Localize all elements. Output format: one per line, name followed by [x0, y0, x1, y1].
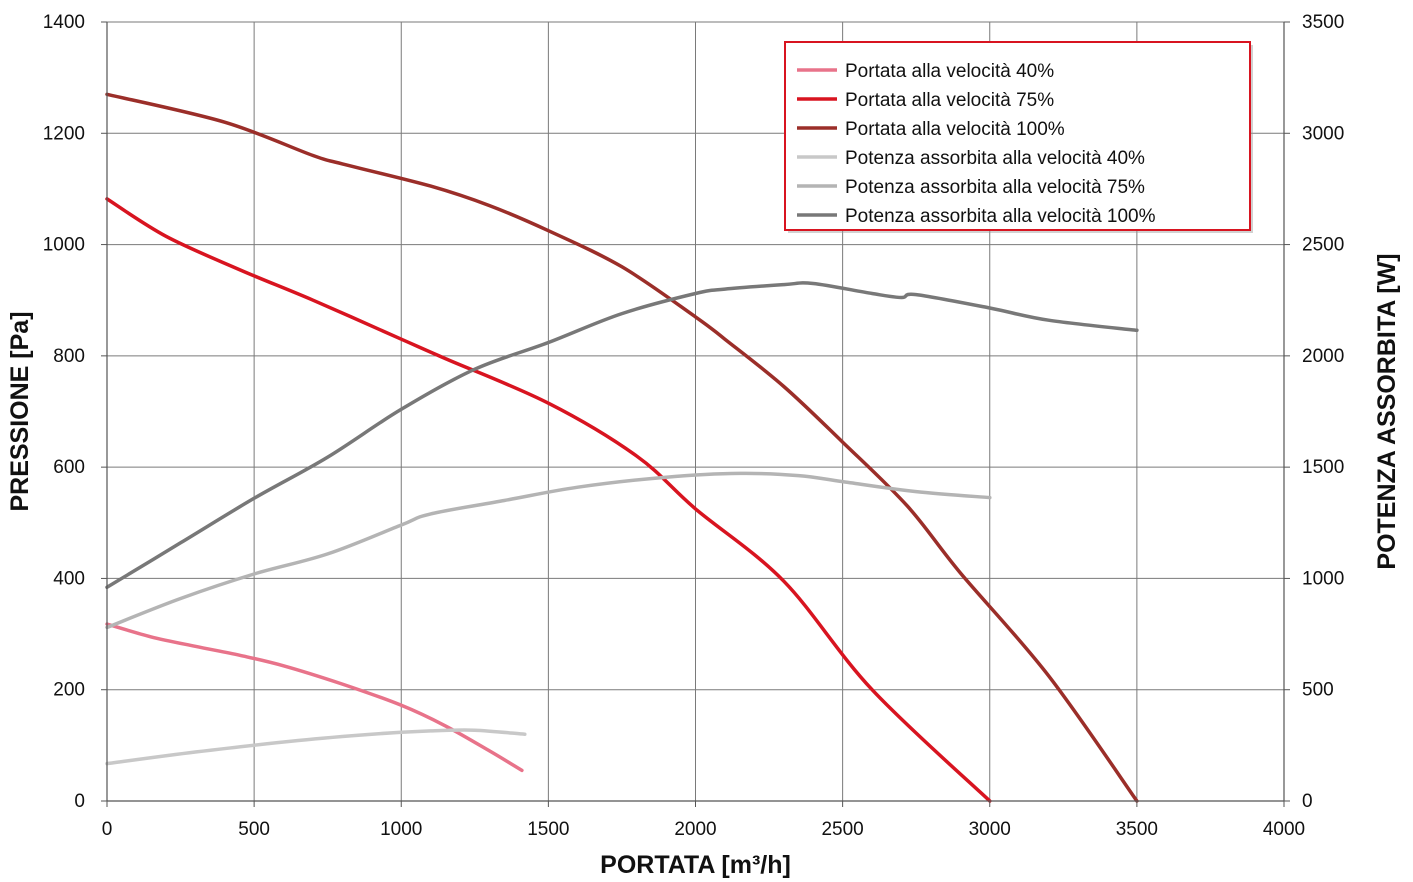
y2-tick-label: 2000 [1302, 346, 1344, 367]
legend: Portata alla velocità 40% Portata alla ve… [784, 41, 1253, 233]
y2-tick-label: 500 [1302, 680, 1334, 701]
y2-tick-label: 1500 [1302, 457, 1344, 478]
y2-tick-label: 3000 [1302, 123, 1344, 144]
y-tick-label: 800 [53, 346, 85, 367]
legend-entry-5: Potenza assorbita alla velocità 75% [845, 177, 1145, 198]
x-tick-label: 500 [238, 819, 270, 840]
y2-tick-label: 1000 [1302, 568, 1344, 589]
y-tick-label: 400 [53, 568, 85, 589]
series-line-6 [105, 281, 1139, 590]
y2-tick-label: 3500 [1302, 12, 1344, 33]
y-tick-label: 200 [53, 680, 85, 701]
legend-entry-4: Potenza assorbita alla velocità 40% [845, 148, 1145, 169]
x-tick-label: 2000 [674, 819, 716, 840]
y-tick-label: 0 [74, 791, 85, 812]
x-tick-label: 3000 [969, 819, 1011, 840]
y2-tick-label: 2500 [1302, 235, 1344, 256]
y-tick-label: 1200 [43, 123, 85, 144]
series-line-3 [105, 92, 1139, 803]
legend-entry-1: Portata alla velocità 40% [845, 61, 1054, 82]
series-line-4 [105, 728, 527, 766]
x-axis-title: PORTATA [m³/h] [600, 851, 791, 879]
x-tick-label: 1500 [527, 819, 569, 840]
y-axis-title: PRESSIONE [Pa] [6, 311, 34, 511]
axes: 0 500 1000 1500 2000 2500 3000 3500 4000 0 200 400 6… [43, 12, 1345, 840]
series-line-2 [105, 197, 992, 803]
x-tick-label: 1000 [380, 819, 422, 840]
y-tick-label: 600 [53, 457, 85, 478]
series-line-1 [105, 622, 524, 773]
legend-entry-3: Portata alla velocità 100% [845, 119, 1065, 140]
y-tick-label: 1400 [43, 12, 85, 33]
legend-box [784, 41, 1251, 231]
series-line-5 [105, 471, 992, 630]
x-tick-label: 3500 [1116, 819, 1158, 840]
y2-tick-label: 0 [1302, 791, 1313, 812]
x-tick-label: 0 [102, 819, 113, 840]
x-tick-label: 4000 [1263, 819, 1305, 840]
y-tick-label: 1000 [43, 235, 85, 256]
x-tick-label: 2500 [821, 819, 863, 840]
plot-series [105, 92, 1139, 803]
legend-entry-6: Potenza assorbita alla velocità 100% [845, 206, 1156, 227]
y2-axis-title: POTENZA ASSORBITA [W] [1373, 253, 1401, 569]
legend-entry-2: Portata alla velocità 75% [845, 90, 1054, 111]
